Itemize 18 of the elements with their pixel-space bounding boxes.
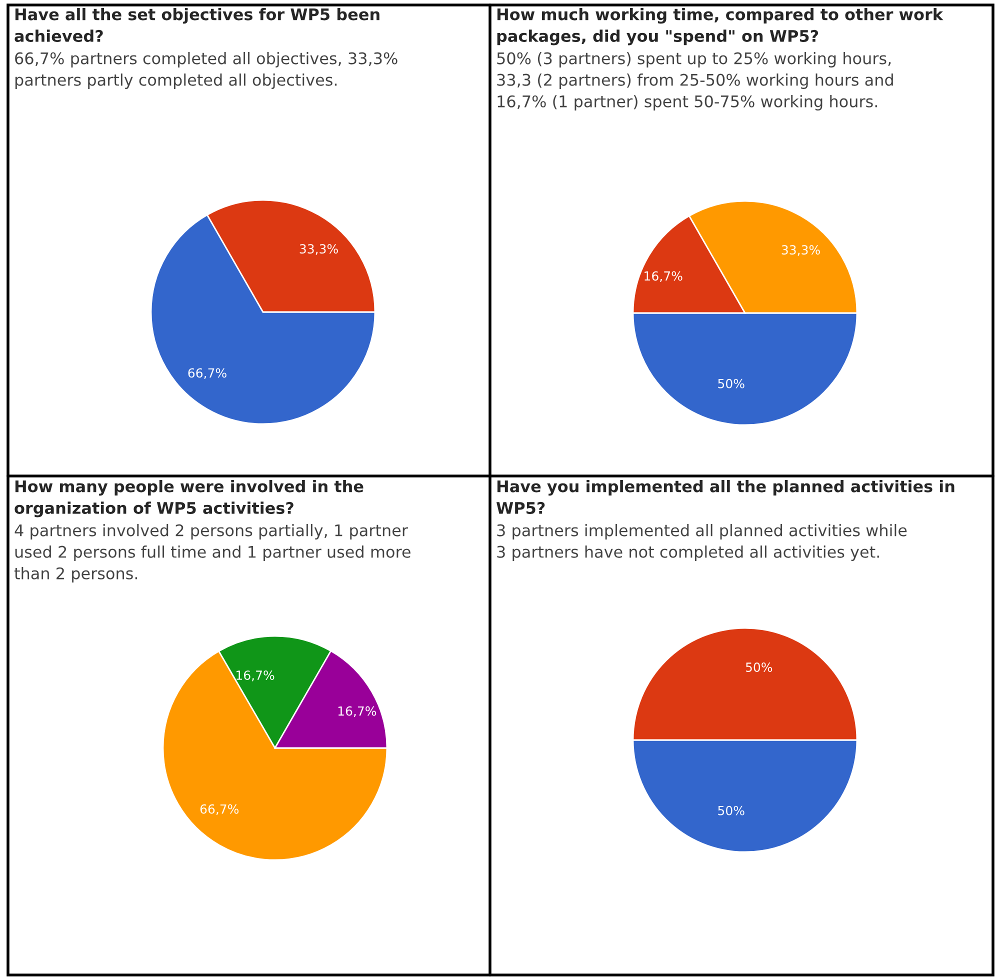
data-label: 50% — [746, 662, 772, 672]
chart-subtitle: 66,7% partners completed all objectives, 33,3% partners partly completed all objectives. — [15, 52, 398, 89]
chart-subtitle: 50% (3 partners) spent up to 25% working hours, 33,3 (2 partners) from 25-50% working hours and 16,7% (1 partner) spent 50-75% working hours. — [497, 52, 893, 111]
chart-title: Have you implemented all the planned activities in WP5? — [496, 480, 954, 514]
data-label: 66,7% — [188, 368, 226, 379]
chart-title: Have all the set objectives for WP5 been achieved? — [14, 8, 380, 42]
data-label: 16,7% — [644, 271, 682, 282]
data-label: 66,7% — [200, 804, 239, 816]
data-label: 50% — [718, 378, 744, 388]
data-label: 33,3% — [782, 245, 820, 256]
data-label: 50% — [718, 806, 744, 816]
data-label: 16,7% — [236, 670, 274, 682]
chart-title: How many people were involved in the organization of WP5 activities? — [14, 480, 364, 518]
chart-subtitle: 4 partners involved 2 persons partially, 1 partner used 2 persons full time and 1 partner used more than 2 persons. — [14, 524, 410, 583]
chart-subtitle: 3 partners implemented all planned activities while 3 partners have not completed all activities yet. — [497, 524, 907, 561]
data-label: 16,7% — [338, 706, 376, 718]
data-label: 33,3% — [300, 244, 338, 255]
chart-title: How much working time, compared to other work packages, did you "spend" on WP5? — [497, 8, 944, 46]
